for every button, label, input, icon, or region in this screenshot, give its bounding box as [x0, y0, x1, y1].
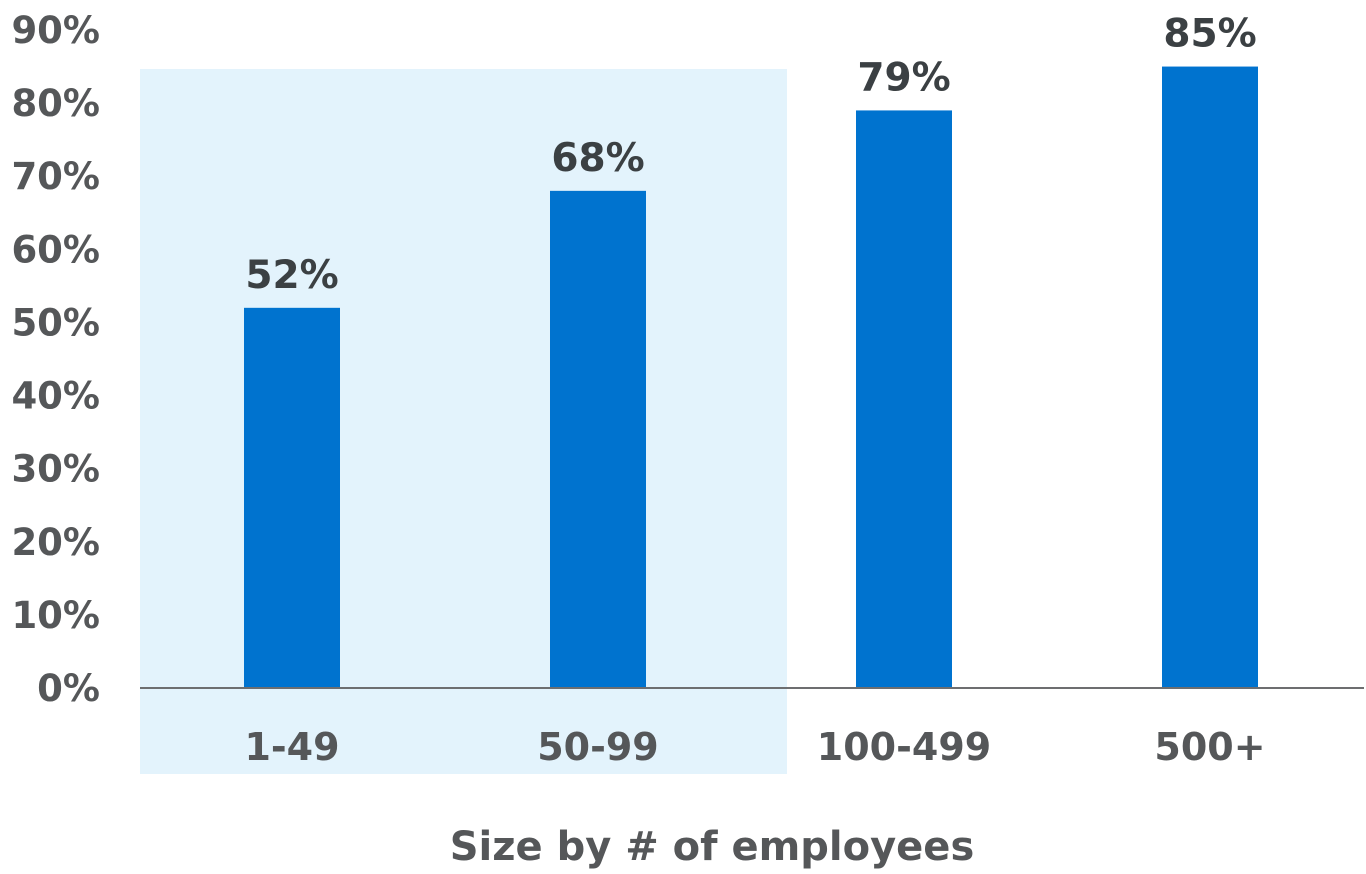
y-tick-label: 80% — [11, 82, 100, 125]
bar-value-label: 85% — [1163, 12, 1256, 57]
x-tick-label: 500+ — [1154, 725, 1265, 769]
bar-value-label: 68% — [551, 136, 644, 181]
x-tick-label: 50-99 — [537, 725, 659, 769]
y-axis: 0% 10% 20% 30% 40% 50% 60% 70% 80% 90% — [11, 9, 100, 710]
highlight-region — [140, 69, 787, 774]
x-axis-title: Size by # of employees — [450, 824, 975, 870]
bar-500+ — [1162, 67, 1258, 688]
y-tick-label: 10% — [11, 594, 100, 637]
y-tick-label: 50% — [11, 301, 100, 344]
bar-value-label: 52% — [245, 253, 338, 298]
x-tick-label: 1-49 — [244, 725, 339, 769]
bar-value-label: 79% — [857, 55, 950, 100]
bar-100-499 — [856, 110, 952, 688]
y-tick-label: 40% — [11, 375, 100, 418]
x-tick-label: 100-499 — [817, 725, 991, 769]
y-tick-label: 20% — [11, 521, 100, 564]
y-tick-label: 70% — [11, 155, 100, 198]
bar-1-49 — [244, 308, 340, 688]
y-tick-label: 60% — [11, 228, 100, 271]
y-tick-label: 0% — [37, 667, 100, 710]
y-tick-label: 30% — [11, 448, 100, 491]
bar-50-99 — [550, 191, 646, 688]
y-tick-label: 90% — [11, 9, 100, 52]
